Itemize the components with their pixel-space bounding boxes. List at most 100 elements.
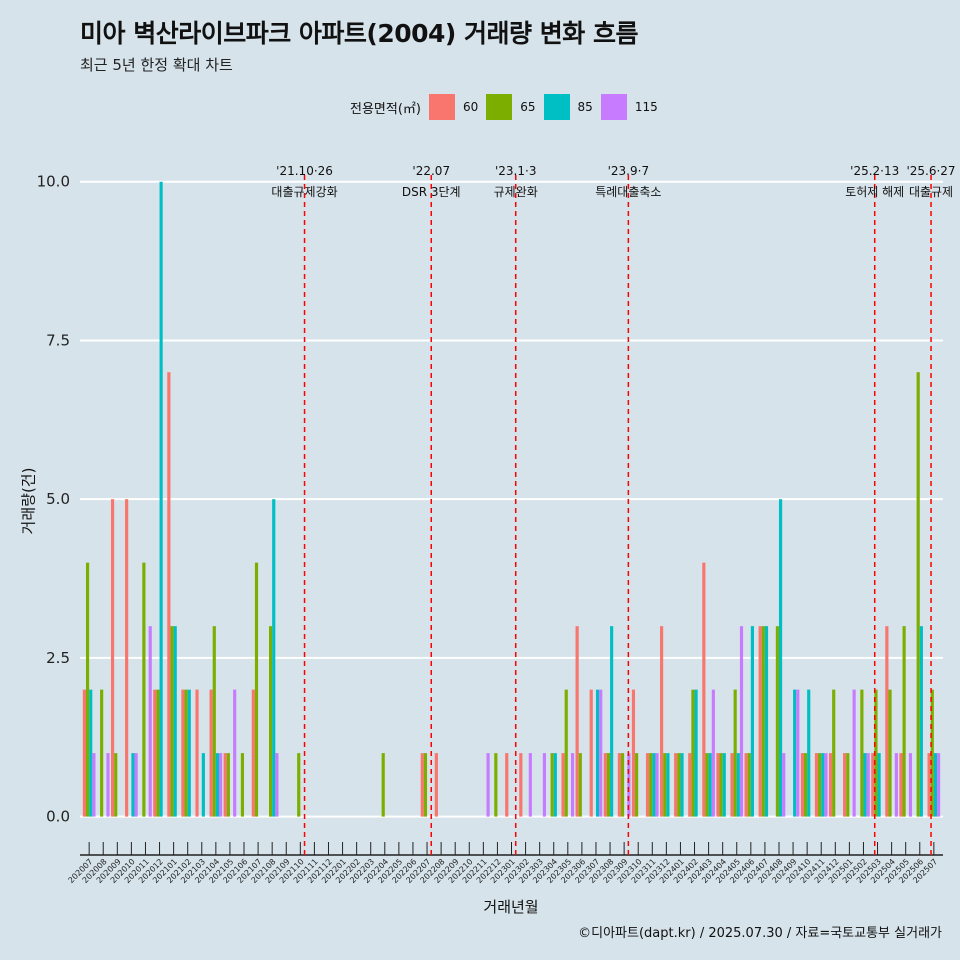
event-label: 규제완화 <box>494 185 538 199</box>
event-label: DSR 3단계 <box>402 185 461 199</box>
bar-85-202104 <box>215 753 220 817</box>
x-axis-label: 거래년월 <box>483 898 539 916</box>
bar-60-202403 <box>702 562 706 817</box>
bar-65-202012 <box>156 689 160 817</box>
bar-60-202012 <box>153 689 157 817</box>
bar-65-202407 <box>761 626 765 817</box>
bar-85-202402 <box>694 689 698 817</box>
bar-60-202405 <box>730 753 734 817</box>
bar-65-202506 <box>916 372 920 817</box>
bar-60-202105 <box>223 753 227 817</box>
legend-label-60: 60 <box>462 100 479 114</box>
legend-item-65: 65 <box>486 94 536 120</box>
bar-60-202104 <box>209 689 213 817</box>
bar-85-202108 <box>272 499 276 817</box>
bar-65-202505 <box>902 626 906 817</box>
legend-item-115: 115 <box>600 94 658 120</box>
bar-85-202507 <box>933 753 938 817</box>
bar-60-202507 <box>927 753 931 817</box>
event-date: '23.9·7 <box>608 164 649 178</box>
event-date: '21.10·26 <box>276 164 333 178</box>
bar-60-202501 <box>843 753 847 817</box>
bar-65-202007 <box>85 562 90 817</box>
bar-85-202103 <box>201 753 205 817</box>
event-date: '25.6·27 <box>906 164 955 178</box>
bar-115-202211 <box>486 753 490 817</box>
legend-swatch-65 <box>486 94 513 120</box>
bar-65-202008 <box>100 689 104 817</box>
bar-60-202311 <box>645 753 650 817</box>
y-tick-label: 10.0 <box>37 173 70 191</box>
bar-85-202406 <box>750 626 754 817</box>
bar-115-202507 <box>937 753 941 817</box>
bar-85-202410 <box>807 689 811 817</box>
bar-60-202007 <box>82 689 86 817</box>
y-tick-label: 7.5 <box>46 331 70 349</box>
bar-115-202303 <box>542 753 546 817</box>
bar-85-202312 <box>666 753 670 817</box>
bar-65-202502 <box>860 689 864 817</box>
bar-65-202311 <box>649 753 653 817</box>
bar-115-202505 <box>908 753 913 817</box>
bar-65-202410 <box>803 753 808 817</box>
bar-65-202405 <box>733 689 737 817</box>
bar-85-202102 <box>187 689 191 817</box>
event-label: 특례대출축소 <box>595 185 661 199</box>
bar-60-202310 <box>631 689 636 817</box>
legend-label-115: 115 <box>634 100 658 114</box>
event-label: 토허제 해제 <box>845 185 904 199</box>
bar-115-202408 <box>782 753 786 817</box>
bar-60-202412 <box>828 753 833 817</box>
bar-65-202308 <box>606 753 611 817</box>
bar-115-202501 <box>852 689 856 817</box>
bar-65-202212 <box>494 753 498 817</box>
bar-85-202404 <box>722 753 726 817</box>
bar-60-202009 <box>110 499 115 817</box>
bar-85-202307 <box>595 689 600 817</box>
bar-85-202308 <box>610 626 614 817</box>
bar-115-202011 <box>148 626 152 817</box>
bar-60-202302 <box>519 753 523 817</box>
bar-115-202504 <box>894 753 898 817</box>
bar-60-202402 <box>688 753 692 817</box>
legend-label-85: 85 <box>577 100 593 114</box>
bar-65-202312 <box>663 753 667 817</box>
bar-65-202501 <box>846 753 850 817</box>
bar-85-202502 <box>863 753 867 817</box>
bar-65-202310 <box>635 753 639 817</box>
bar-85-202503 <box>877 753 881 817</box>
event-label: 대출규제 <box>909 185 953 199</box>
source-caption: ©디아파트(dapt.kr) / 2025.07.30 / 자료=국토교통부 실… <box>578 926 942 941</box>
bar-65-202401 <box>677 753 681 817</box>
bar-60-202308 <box>603 753 607 817</box>
event-date: '23.1·3 <box>495 164 536 178</box>
bar-115-202104 <box>219 753 223 817</box>
bar-115-202409 <box>796 689 800 817</box>
bar-115-202411 <box>824 753 828 817</box>
legend-swatch-60 <box>428 94 455 120</box>
bar-65-202104 <box>212 626 216 817</box>
bar-65-202102 <box>184 689 188 817</box>
bar-60-202102 <box>181 689 185 817</box>
y-tick-label: 0.0 <box>46 808 70 826</box>
bar-65-202207 <box>423 753 428 817</box>
bar-85-202010 <box>131 753 135 817</box>
bar-115-202405 <box>739 626 744 817</box>
y-axis-label: 거래량(건) <box>19 467 38 535</box>
bar-85-202408 <box>778 499 783 817</box>
chart-subtitle: 최근 5년 한정 확대 차트 <box>80 56 233 74</box>
bar-65-202408 <box>775 626 779 817</box>
bar-60-202301 <box>505 753 509 817</box>
bar-115-202008 <box>106 753 110 817</box>
y-tick-label: 5.0 <box>46 490 70 508</box>
bar-65-202403 <box>705 753 709 817</box>
bar-115-202309 <box>627 753 631 817</box>
legend-swatch-85 <box>543 94 570 120</box>
bar-65-202011 <box>142 562 146 817</box>
bar-85-202405 <box>736 753 740 817</box>
bar-115-202307 <box>599 689 603 817</box>
bar-115-202007 <box>92 753 96 817</box>
legend: 전용면적(㎡) 60 65 85 115 <box>350 92 666 122</box>
bar-85-202403 <box>708 753 712 817</box>
